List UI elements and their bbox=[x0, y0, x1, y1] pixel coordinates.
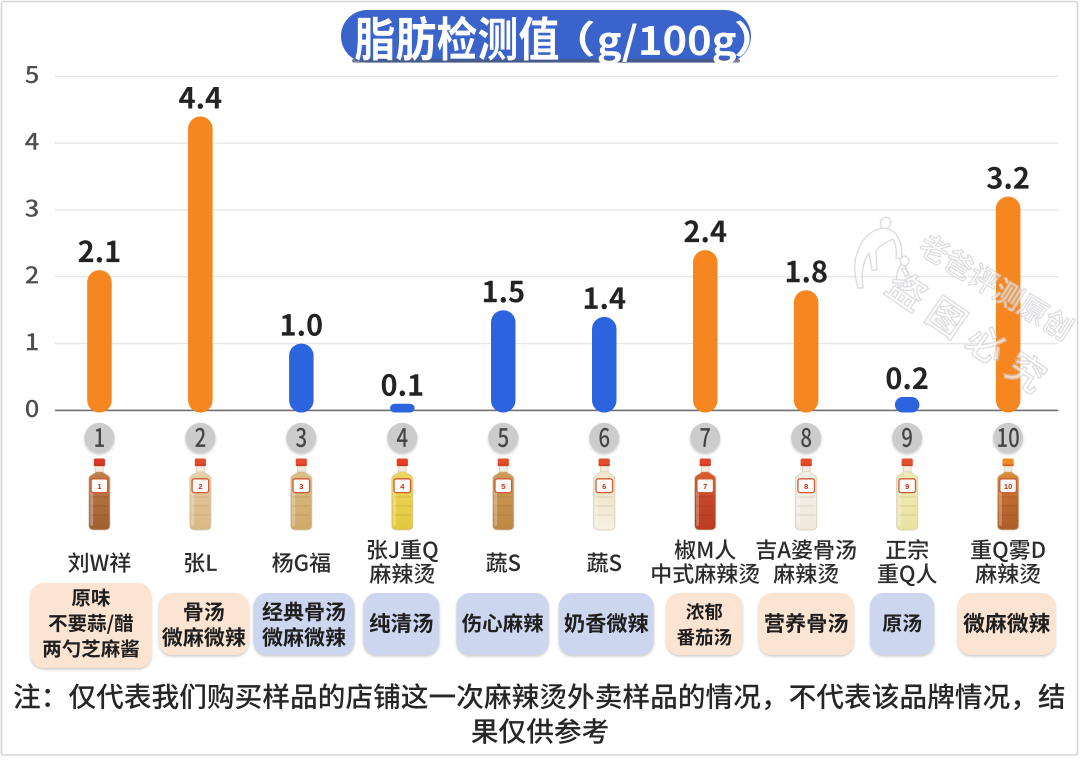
svg-text:4: 4 bbox=[400, 482, 405, 491]
svg-text:1: 1 bbox=[97, 482, 101, 491]
svg-text:6: 6 bbox=[602, 482, 606, 491]
svg-text:8: 8 bbox=[804, 482, 808, 491]
svg-text:2: 2 bbox=[198, 482, 202, 491]
svg-text:10: 10 bbox=[1004, 482, 1012, 491]
svg-text:9: 9 bbox=[905, 482, 909, 491]
svg-text:5: 5 bbox=[501, 482, 505, 491]
svg-text:7: 7 bbox=[703, 482, 707, 491]
svg-text:3: 3 bbox=[299, 482, 303, 491]
